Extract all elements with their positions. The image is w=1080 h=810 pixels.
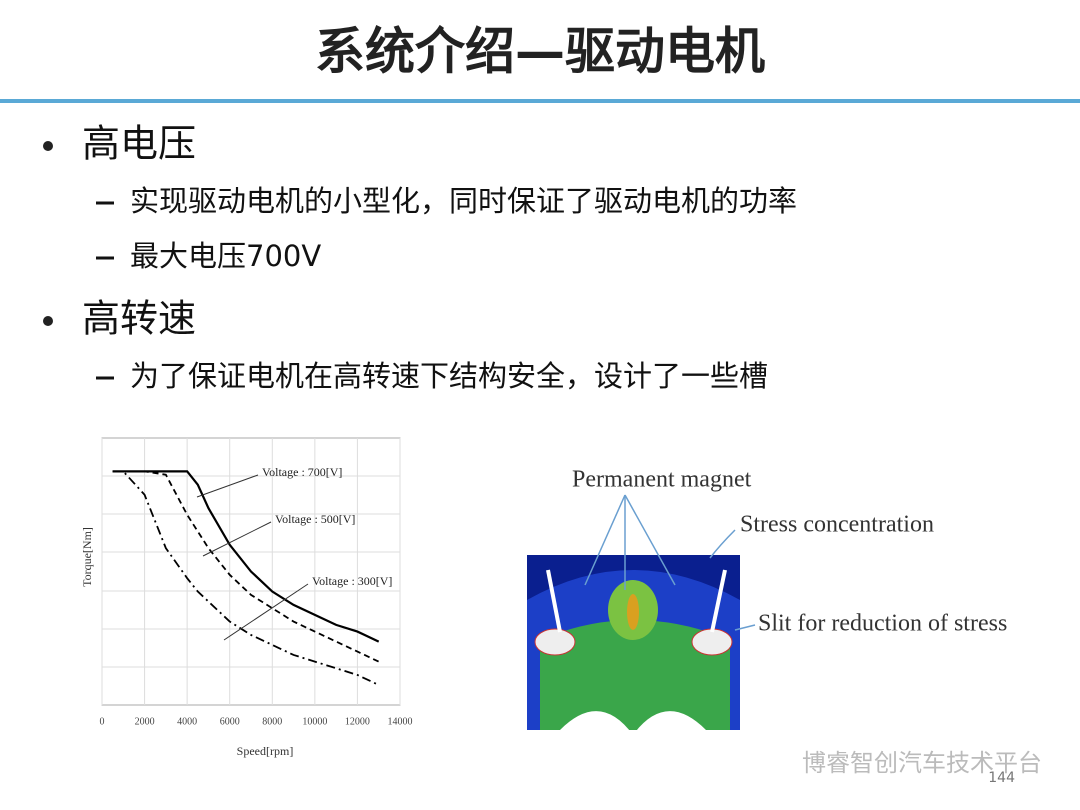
x-axis-label: Speed[rpm] — [237, 744, 294, 758]
bullet-dot — [43, 316, 53, 326]
x-tick-label: 0 — [100, 716, 105, 727]
chart: 0 2000 4000 6000 8000 10000 12000 14000 Speed[rp… — [80, 437, 413, 758]
fea-stress-zone — [540, 620, 730, 730]
slit-line — [710, 569, 727, 633]
series-line — [112, 470, 380, 663]
figure-label: Stress concentration — [740, 512, 934, 538]
series-annotation: Voltage : 500[V] — [275, 512, 355, 526]
series-annotation: Voltage : 700[V] — [262, 465, 342, 479]
page-number: 144 — [988, 770, 1015, 786]
sub-bullet-text: 为了保证电机在高转速下结构安全，设计了一些槽 — [130, 359, 768, 393]
bullet-text: 高电压 — [82, 122, 196, 166]
stress-figure: Permanent magnet Stress concentration Sl… — [527, 467, 1007, 735]
slit-left — [534, 628, 576, 656]
callout-lines — [584, 494, 756, 631]
x-tick-label: 10000 — [302, 716, 327, 727]
watermark: 博睿智创汽车技术平台 — [802, 749, 1042, 777]
slide-title: 系统介绍—驱动电机 — [315, 23, 765, 81]
slit-line — [546, 569, 562, 633]
fea-peak — [627, 594, 639, 630]
series-line — [112, 470, 380, 643]
annotation-arrow — [196, 474, 259, 498]
x-tick-label: 14000 — [388, 716, 413, 727]
x-tick-label: 4000 — [177, 716, 197, 727]
figure-label: Slit for reduction of stress — [758, 611, 1007, 637]
fea-bore — [560, 711, 706, 735]
figure-label: Permanent magnet — [572, 467, 752, 493]
x-tick-label: 6000 — [220, 716, 240, 727]
bullet-text: 高转速 — [82, 297, 196, 341]
annotation-arrow — [223, 583, 309, 641]
series-annotation: Voltage : 300[V] — [312, 574, 392, 588]
x-tick-label: 2000 — [135, 716, 155, 727]
series-line — [112, 470, 380, 686]
x-tick-label: 8000 — [262, 716, 282, 727]
sub-bullet-text: 最大电压700V — [130, 239, 321, 273]
slit-right — [691, 628, 733, 656]
y-axis-label: Torque[Nm] — [80, 527, 94, 587]
bullet-dot — [43, 141, 53, 151]
annotation-arrow — [202, 521, 272, 557]
x-tick-label: 12000 — [345, 716, 370, 727]
sub-bullet-text: 实现驱动电机的小型化，同时保证了驱动电机的功率 — [130, 184, 797, 218]
